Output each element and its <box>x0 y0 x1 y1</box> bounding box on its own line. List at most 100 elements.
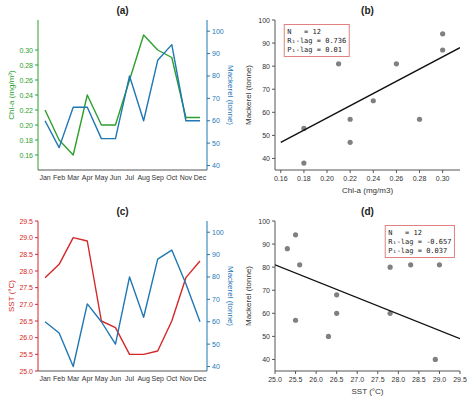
x-tick <box>357 371 358 374</box>
x-tick-label: 28.5 <box>412 376 426 383</box>
x-tick-label: 0.16 <box>274 175 288 182</box>
y-tick <box>35 155 38 156</box>
y-tick <box>35 304 38 305</box>
y-tick <box>272 66 275 67</box>
scatter-point <box>297 262 302 267</box>
annotation-box <box>385 226 454 258</box>
scatter-point <box>293 232 298 237</box>
y-tick-label: 50 <box>262 132 270 139</box>
y2-tick <box>207 120 210 121</box>
y-tick-label: 60 <box>262 310 270 317</box>
x-axis-line <box>275 371 460 372</box>
annotation-line: P₁-lag = 0.037 <box>388 247 447 255</box>
y-tick-label: 28.0 <box>19 268 33 275</box>
y2-tick <box>207 366 210 367</box>
y-tick-label: 60 <box>262 109 270 116</box>
y-tick <box>35 80 38 81</box>
annotation-box <box>284 25 349 57</box>
y-tick-label: 90 <box>262 241 270 248</box>
y-tick-label: 70 <box>262 287 270 294</box>
y-tick <box>35 321 38 322</box>
annotation-line: N = 12 <box>388 229 422 237</box>
x-axis-label: SST (°C) <box>352 387 384 396</box>
y-axis-label: Mackerel (tonne) <box>244 266 253 326</box>
x-tick-label: 0.28 <box>413 175 427 182</box>
y2-tick <box>207 232 210 233</box>
x-tick-label: Jun <box>110 174 121 181</box>
y-axis-label: Mackerel (tonne) <box>244 65 253 125</box>
y-axis-line <box>275 20 276 170</box>
series-line <box>45 45 200 148</box>
title: (d) <box>361 206 374 217</box>
scatter-point <box>285 246 290 251</box>
panel: 40506070809010025.025.526.026.527.027.52… <box>244 206 467 396</box>
x-tick-label: Feb <box>53 375 65 382</box>
y-tick-label: 29.5 <box>19 218 33 225</box>
x-tick-label: Aug <box>137 174 150 182</box>
y-tick-label: 80 <box>262 264 270 271</box>
y-tick-label: 100 <box>258 218 270 225</box>
y-tick-label: 0.30 <box>19 47 33 54</box>
y-tick <box>35 237 38 238</box>
x-tick-label: May <box>95 174 109 182</box>
y-tick-label: 29.0 <box>19 234 33 241</box>
scatter-point <box>348 140 353 145</box>
x-tick-label: Jul <box>125 375 134 382</box>
annotation-text: N = 12R₁-lag = 0.736P₁-lag = 0.01 <box>287 28 346 54</box>
x-tick <box>460 371 461 374</box>
y-tick <box>35 140 38 141</box>
y2-tick <box>207 299 210 300</box>
y-tick-label: 0.26 <box>19 77 33 84</box>
x-tick-label: 0.20 <box>320 175 334 182</box>
y-tick <box>272 267 275 268</box>
title: (c) <box>116 206 128 217</box>
series-line <box>45 238 200 355</box>
x-tick <box>396 170 397 173</box>
y-tick <box>272 43 275 44</box>
x-axis-line <box>38 170 207 171</box>
y-tick-label: 0.24 <box>19 92 33 99</box>
series-line <box>45 35 200 155</box>
y2-tick <box>207 31 210 32</box>
y2-axis-line <box>207 20 208 170</box>
annotation-line: R₁-lag = 0.736 <box>287 37 346 45</box>
y-tick <box>272 313 275 314</box>
y-tick-label: 40 <box>262 155 270 162</box>
y-axis-label: Chl-a (mg/m³) <box>7 70 16 120</box>
y2-tick-label: 80 <box>212 72 220 79</box>
annotation: N = 12R₁-lag = 0.736P₁-lag = 0.01 <box>284 25 349 57</box>
scatter-point <box>293 318 298 323</box>
x-tick-label: May <box>95 375 109 383</box>
y2-tick <box>207 98 210 99</box>
x-tick <box>316 371 317 374</box>
y-tick-label: 100 <box>258 17 270 24</box>
y2-axis-label: Mackerel (tonne) <box>226 65 235 125</box>
y2-tick-label: 90 <box>212 251 220 258</box>
x-tick-label: 27.5 <box>371 376 385 383</box>
x-tick-label: Oct <box>166 375 177 382</box>
x-tick-label: 0.26 <box>390 175 404 182</box>
y-tick <box>272 221 275 222</box>
x-tick-label: 27.0 <box>350 376 364 383</box>
plot-area <box>275 232 460 362</box>
y-axis-label: SST (°C) <box>7 280 16 312</box>
x-tick-label: 25.0 <box>268 376 282 383</box>
x-tick-label: Apr <box>82 375 94 383</box>
y2-tick-label: 40 <box>212 162 220 169</box>
panel: 25.025.526.026.527.027.528.028.529.029.5… <box>7 206 235 383</box>
x-tick <box>295 371 296 374</box>
y-tick <box>35 287 38 288</box>
series-line <box>281 48 460 143</box>
y-tick <box>272 290 275 291</box>
y2-tick <box>207 165 210 166</box>
x-tick <box>336 371 337 374</box>
y-tick-label: 28.5 <box>19 251 33 258</box>
y2-tick <box>207 143 210 144</box>
y-axis-line <box>275 221 276 371</box>
x-tick-label: 26.0 <box>309 376 323 383</box>
x-axis-label: Chl-a (mg/m3) <box>342 186 393 195</box>
y-tick <box>272 89 275 90</box>
series-line <box>45 250 200 366</box>
panel: 4050607080901000.160.180.200.220.240.260… <box>244 5 460 195</box>
y-tick-label: 90 <box>262 40 270 47</box>
